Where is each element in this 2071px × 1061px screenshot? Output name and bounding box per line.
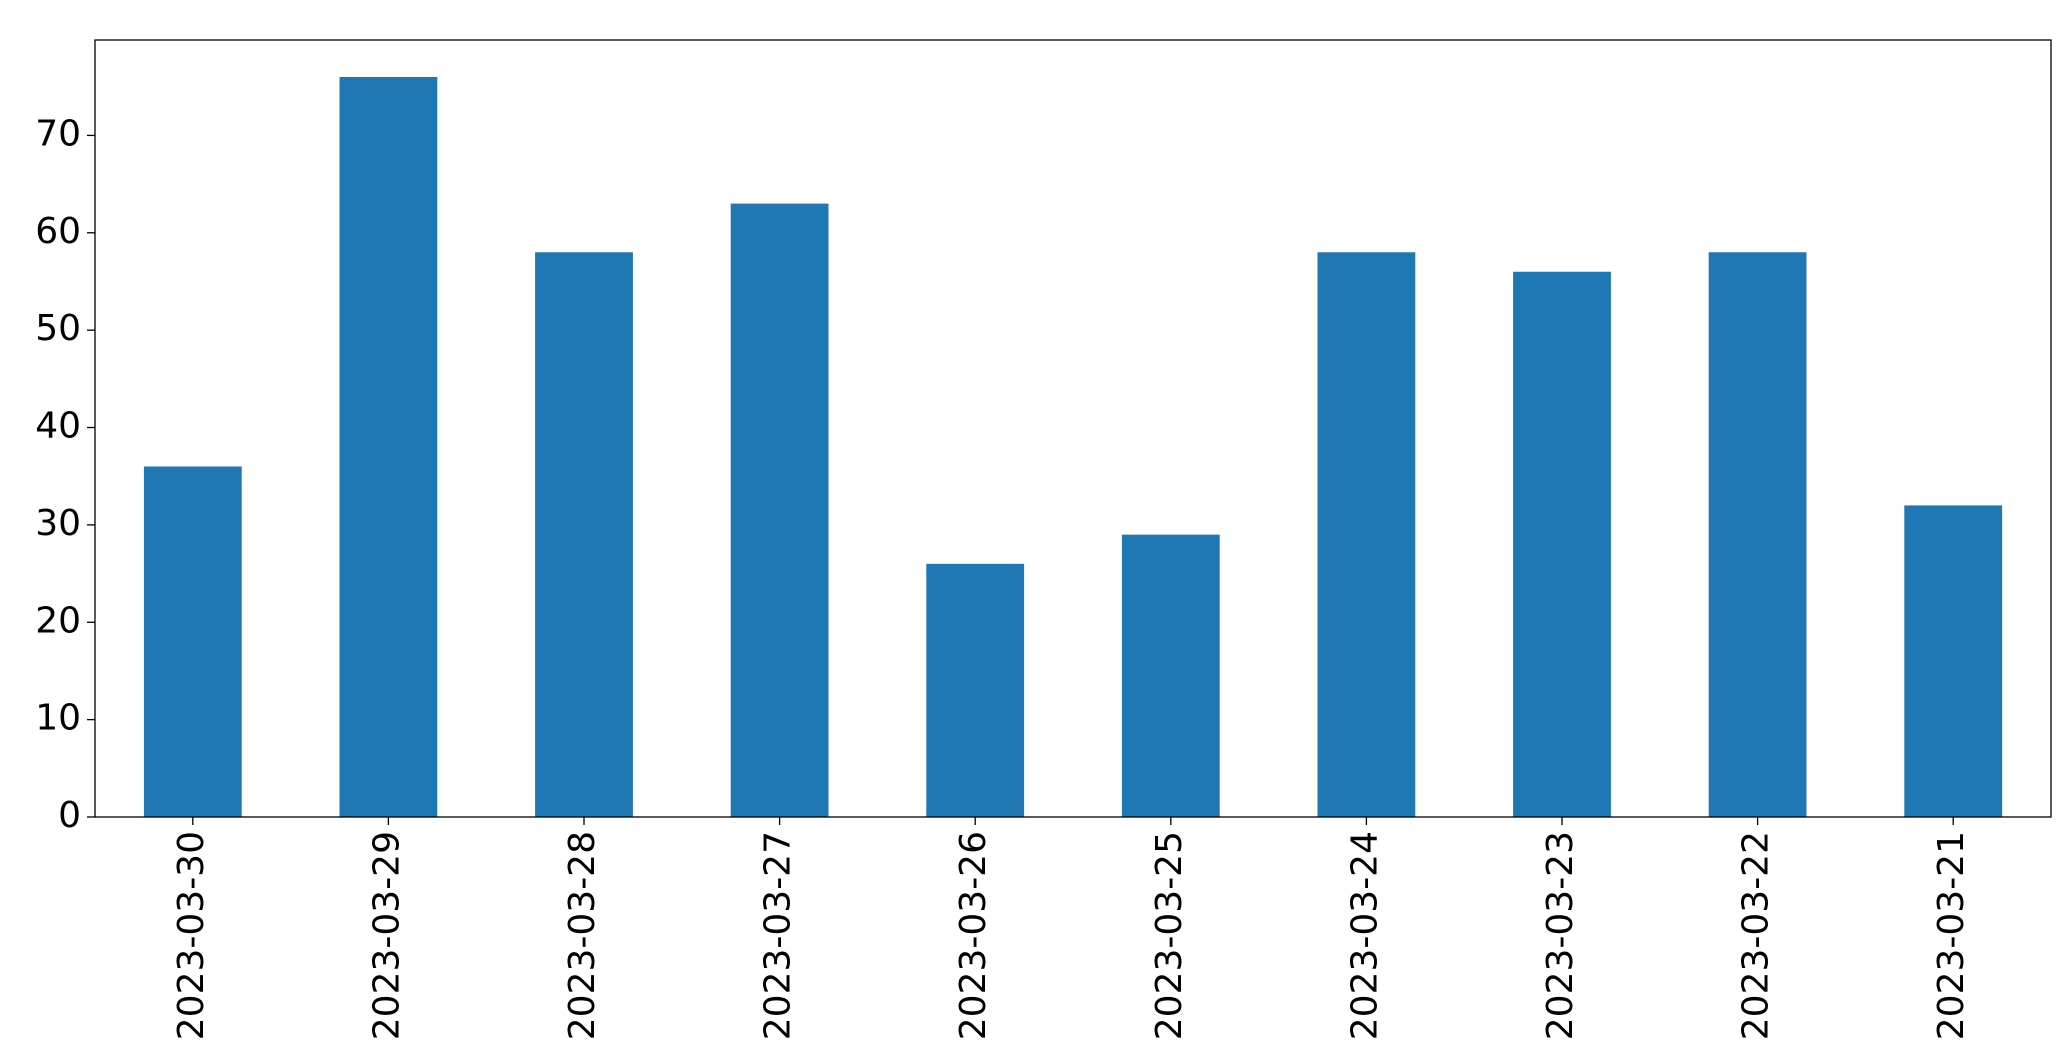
bar xyxy=(535,252,633,817)
y-tick-label: 20 xyxy=(35,600,81,641)
x-tick-label: 2023-03-22 xyxy=(1736,831,1777,1040)
y-tick-label: 40 xyxy=(35,406,81,447)
bar xyxy=(339,77,438,817)
bar xyxy=(1513,271,1611,818)
bar xyxy=(730,203,829,817)
y-tick-label: 50 xyxy=(35,308,81,349)
bar xyxy=(143,466,242,817)
y-tick-label: 0 xyxy=(58,795,81,836)
y-tick-label: 60 xyxy=(35,211,81,252)
x-tick-label: 2023-03-23 xyxy=(1540,831,1581,1040)
y-tick-label: 30 xyxy=(35,503,81,544)
x-tick-label: 2023-03-29 xyxy=(366,831,407,1040)
x-tick-label: 2023-03-27 xyxy=(758,831,799,1040)
x-tick-label: 2023-03-24 xyxy=(1344,831,1385,1040)
bar xyxy=(926,563,1025,817)
y-tick-label: 10 xyxy=(35,698,81,739)
x-tick-label: 2023-03-30 xyxy=(171,831,212,1040)
bar xyxy=(1121,534,1220,817)
axes-frame xyxy=(94,39,2052,818)
x-tick-label: 2023-03-28 xyxy=(562,831,603,1040)
bar xyxy=(1317,252,1416,817)
bar xyxy=(1708,252,1807,817)
x-tick-label: 2023-03-25 xyxy=(1149,831,1190,1040)
bar xyxy=(1904,505,2003,817)
y-tick-label: 70 xyxy=(35,113,81,154)
x-tick-label: 2023-03-26 xyxy=(953,831,994,1040)
x-tick-label: 2023-03-21 xyxy=(1931,831,1972,1040)
